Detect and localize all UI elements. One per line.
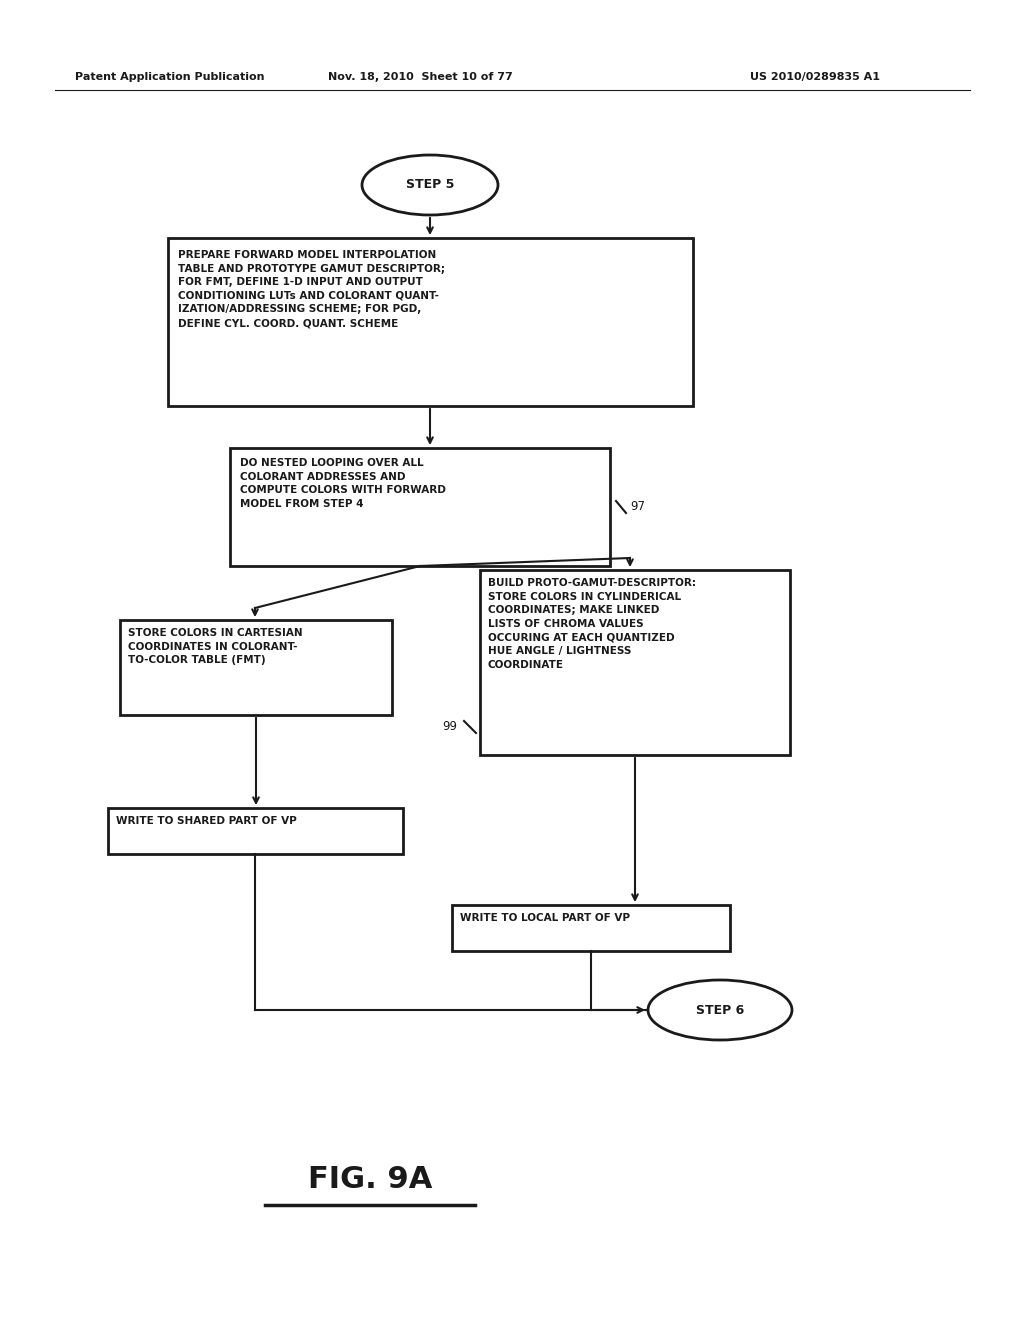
- Text: WRITE TO SHARED PART OF VP: WRITE TO SHARED PART OF VP: [116, 816, 297, 826]
- Text: WRITE TO LOCAL PART OF VP: WRITE TO LOCAL PART OF VP: [460, 913, 630, 923]
- Bar: [168, 238, 693, 407]
- Text: DO NESTED LOOPING OVER ALL
COLORANT ADDRESSES AND
COMPUTE COLORS WITH FORWARD
MO: DO NESTED LOOPING OVER ALL COLORANT ADDR…: [240, 458, 445, 508]
- Text: PREPARE FORWARD MODEL INTERPOLATION
TABLE AND PROTOTYPE GAMUT DESCRIPTOR;
FOR FM: PREPARE FORWARD MODEL INTERPOLATION TABL…: [178, 249, 445, 327]
- Bar: [108, 808, 403, 854]
- Text: STEP 6: STEP 6: [696, 1003, 744, 1016]
- Text: 97: 97: [630, 500, 645, 513]
- Text: Patent Application Publication: Patent Application Publication: [75, 73, 264, 82]
- Text: FIG. 9A: FIG. 9A: [308, 1166, 432, 1195]
- Text: BUILD PROTO-GAMUT-DESCRIPTOR:
STORE COLORS IN CYLINDERICAL
COORDINATES; MAKE LIN: BUILD PROTO-GAMUT-DESCRIPTOR: STORE COLO…: [488, 578, 696, 669]
- Bar: [452, 906, 730, 950]
- Bar: [230, 447, 610, 566]
- Text: 99: 99: [442, 721, 457, 734]
- Text: STORE COLORS IN CARTESIAN
COORDINATES IN COLORANT-
TO-COLOR TABLE (FMT): STORE COLORS IN CARTESIAN COORDINATES IN…: [128, 628, 303, 665]
- Text: STEP 5: STEP 5: [406, 178, 455, 191]
- Text: Nov. 18, 2010  Sheet 10 of 77: Nov. 18, 2010 Sheet 10 of 77: [328, 73, 512, 82]
- Text: US 2010/0289835 A1: US 2010/0289835 A1: [750, 73, 880, 82]
- Bar: [480, 570, 790, 755]
- Bar: [120, 620, 392, 715]
